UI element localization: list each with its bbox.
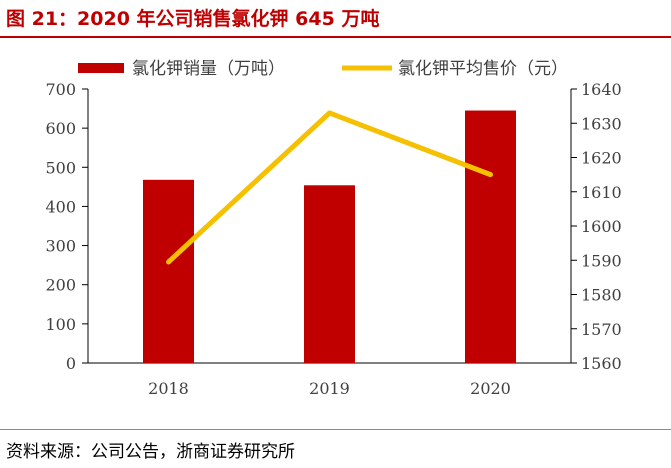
- line-point-2018: [166, 259, 171, 265]
- line-point-2020: [488, 172, 493, 178]
- title-divider: [0, 36, 671, 38]
- chart: 氯化钾销量（万吨） 氯化钾平均售价（元） 0 100 200 300 400 500 600…: [45, 59, 622, 398]
- legend-line-label: 氯化钾平均售价（元）: [398, 59, 568, 79]
- right-axis: 1560 1570 1580 1590 1600 1610 1620 1630 1640: [570, 80, 622, 373]
- right-tick-label: 1570: [581, 320, 622, 339]
- left-tick-label: 100: [45, 315, 76, 334]
- right-tick-label: 1640: [581, 80, 622, 99]
- footer-divider: [0, 429, 671, 430]
- left-tick-label: 200: [45, 276, 76, 295]
- right-tick-label: 1610: [581, 183, 622, 202]
- left-tick-label: 0: [66, 354, 76, 373]
- left-tick-label: 600: [45, 119, 76, 138]
- source-note: 资料来源：公司公告，浙商证券研究所: [6, 442, 295, 462]
- right-tick-label: 1590: [581, 251, 622, 270]
- bar-2019: [304, 185, 355, 363]
- x-tick-label: 2019: [309, 379, 350, 398]
- legend-bar-swatch: [78, 63, 124, 73]
- x-tick-label: 2018: [148, 379, 189, 398]
- left-axis: 0 100 200 300 400 500 600 700: [45, 80, 89, 373]
- line-point-2019: [327, 110, 332, 116]
- legend: 氯化钾销量（万吨） 氯化钾平均售价（元）: [78, 59, 568, 79]
- bar-2018: [143, 179, 194, 363]
- right-tick-label: 1630: [581, 114, 622, 133]
- x-tick-label: 2020: [470, 379, 511, 398]
- right-tick-label: 1620: [581, 149, 622, 168]
- bar-series: [143, 110, 516, 364]
- right-tick-label: 1580: [581, 286, 622, 305]
- left-tick-label: 400: [45, 197, 76, 216]
- legend-bar-label: 氯化钾销量（万吨）: [132, 59, 285, 79]
- right-tick-label: 1560: [581, 354, 622, 373]
- bar-2020: [465, 110, 516, 364]
- figure-title: 图 21：2020 年公司销售氯化钾 645 万吨: [6, 8, 380, 30]
- x-axis: 2018 2019 2020: [88, 362, 571, 398]
- line-series: [166, 110, 493, 265]
- left-tick-label: 700: [45, 80, 76, 99]
- right-tick-label: 1600: [581, 217, 622, 236]
- left-tick-label: 300: [45, 237, 76, 256]
- left-tick-label: 500: [45, 158, 76, 177]
